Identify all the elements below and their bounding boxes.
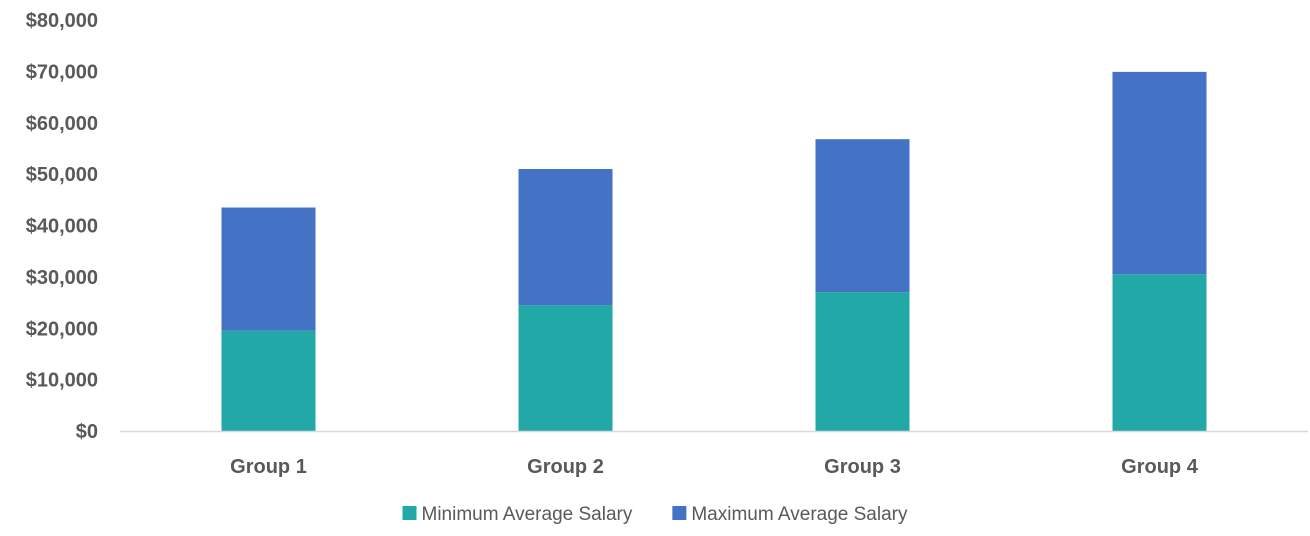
x-axis: Group 1 Group 2 Group 3 Group 4 [230, 456, 1199, 478]
bar-minimum-3 [815, 292, 910, 431]
bar-maximum-4 [1112, 71, 1207, 275]
y-tick-label: $20,000 [26, 318, 98, 340]
legend-item: Maximum Average Salary [672, 504, 908, 525]
x-tick-label: Group 4 [1121, 456, 1199, 478]
y-tick-label: $40,000 [26, 216, 98, 238]
bar-maximum-2 [518, 168, 613, 306]
y-tick-label: $70,000 [26, 61, 98, 83]
legend-swatch [672, 506, 687, 520]
y-axis: $0 $10,000 $20,000 $30,000 $40,000 $50,000 $60… [26, 10, 98, 443]
x-tick-label: Group 3 [824, 456, 901, 478]
bar-minimum-1 [221, 330, 316, 431]
legend-label: Minimum Average Salary [422, 504, 633, 525]
y-tick-label: $60,000 [26, 113, 98, 135]
bar-minimum-4 [1112, 274, 1207, 431]
bar-maximum-3 [815, 139, 910, 293]
legend-item: Minimum Average Salary [402, 504, 633, 525]
x-tick-label: Group 1 [230, 456, 307, 478]
legend-label: Maximum Average Salary [691, 504, 908, 525]
legend-swatch [402, 506, 417, 520]
y-tick-label: $50,000 [26, 164, 98, 186]
bar-maximum-1 [221, 207, 316, 331]
legend: Minimum Average Salary Maximum Average Sa… [402, 504, 908, 525]
y-tick-label: $80,000 [26, 10, 98, 32]
y-tick-label: $30,000 [26, 267, 98, 289]
bar-minimum-2 [518, 305, 613, 431]
y-tick-label: $10,000 [26, 370, 98, 392]
x-tick-label: Group 2 [527, 456, 604, 478]
y-tick-label: $0 [76, 421, 98, 443]
bars [221, 71, 1207, 431]
